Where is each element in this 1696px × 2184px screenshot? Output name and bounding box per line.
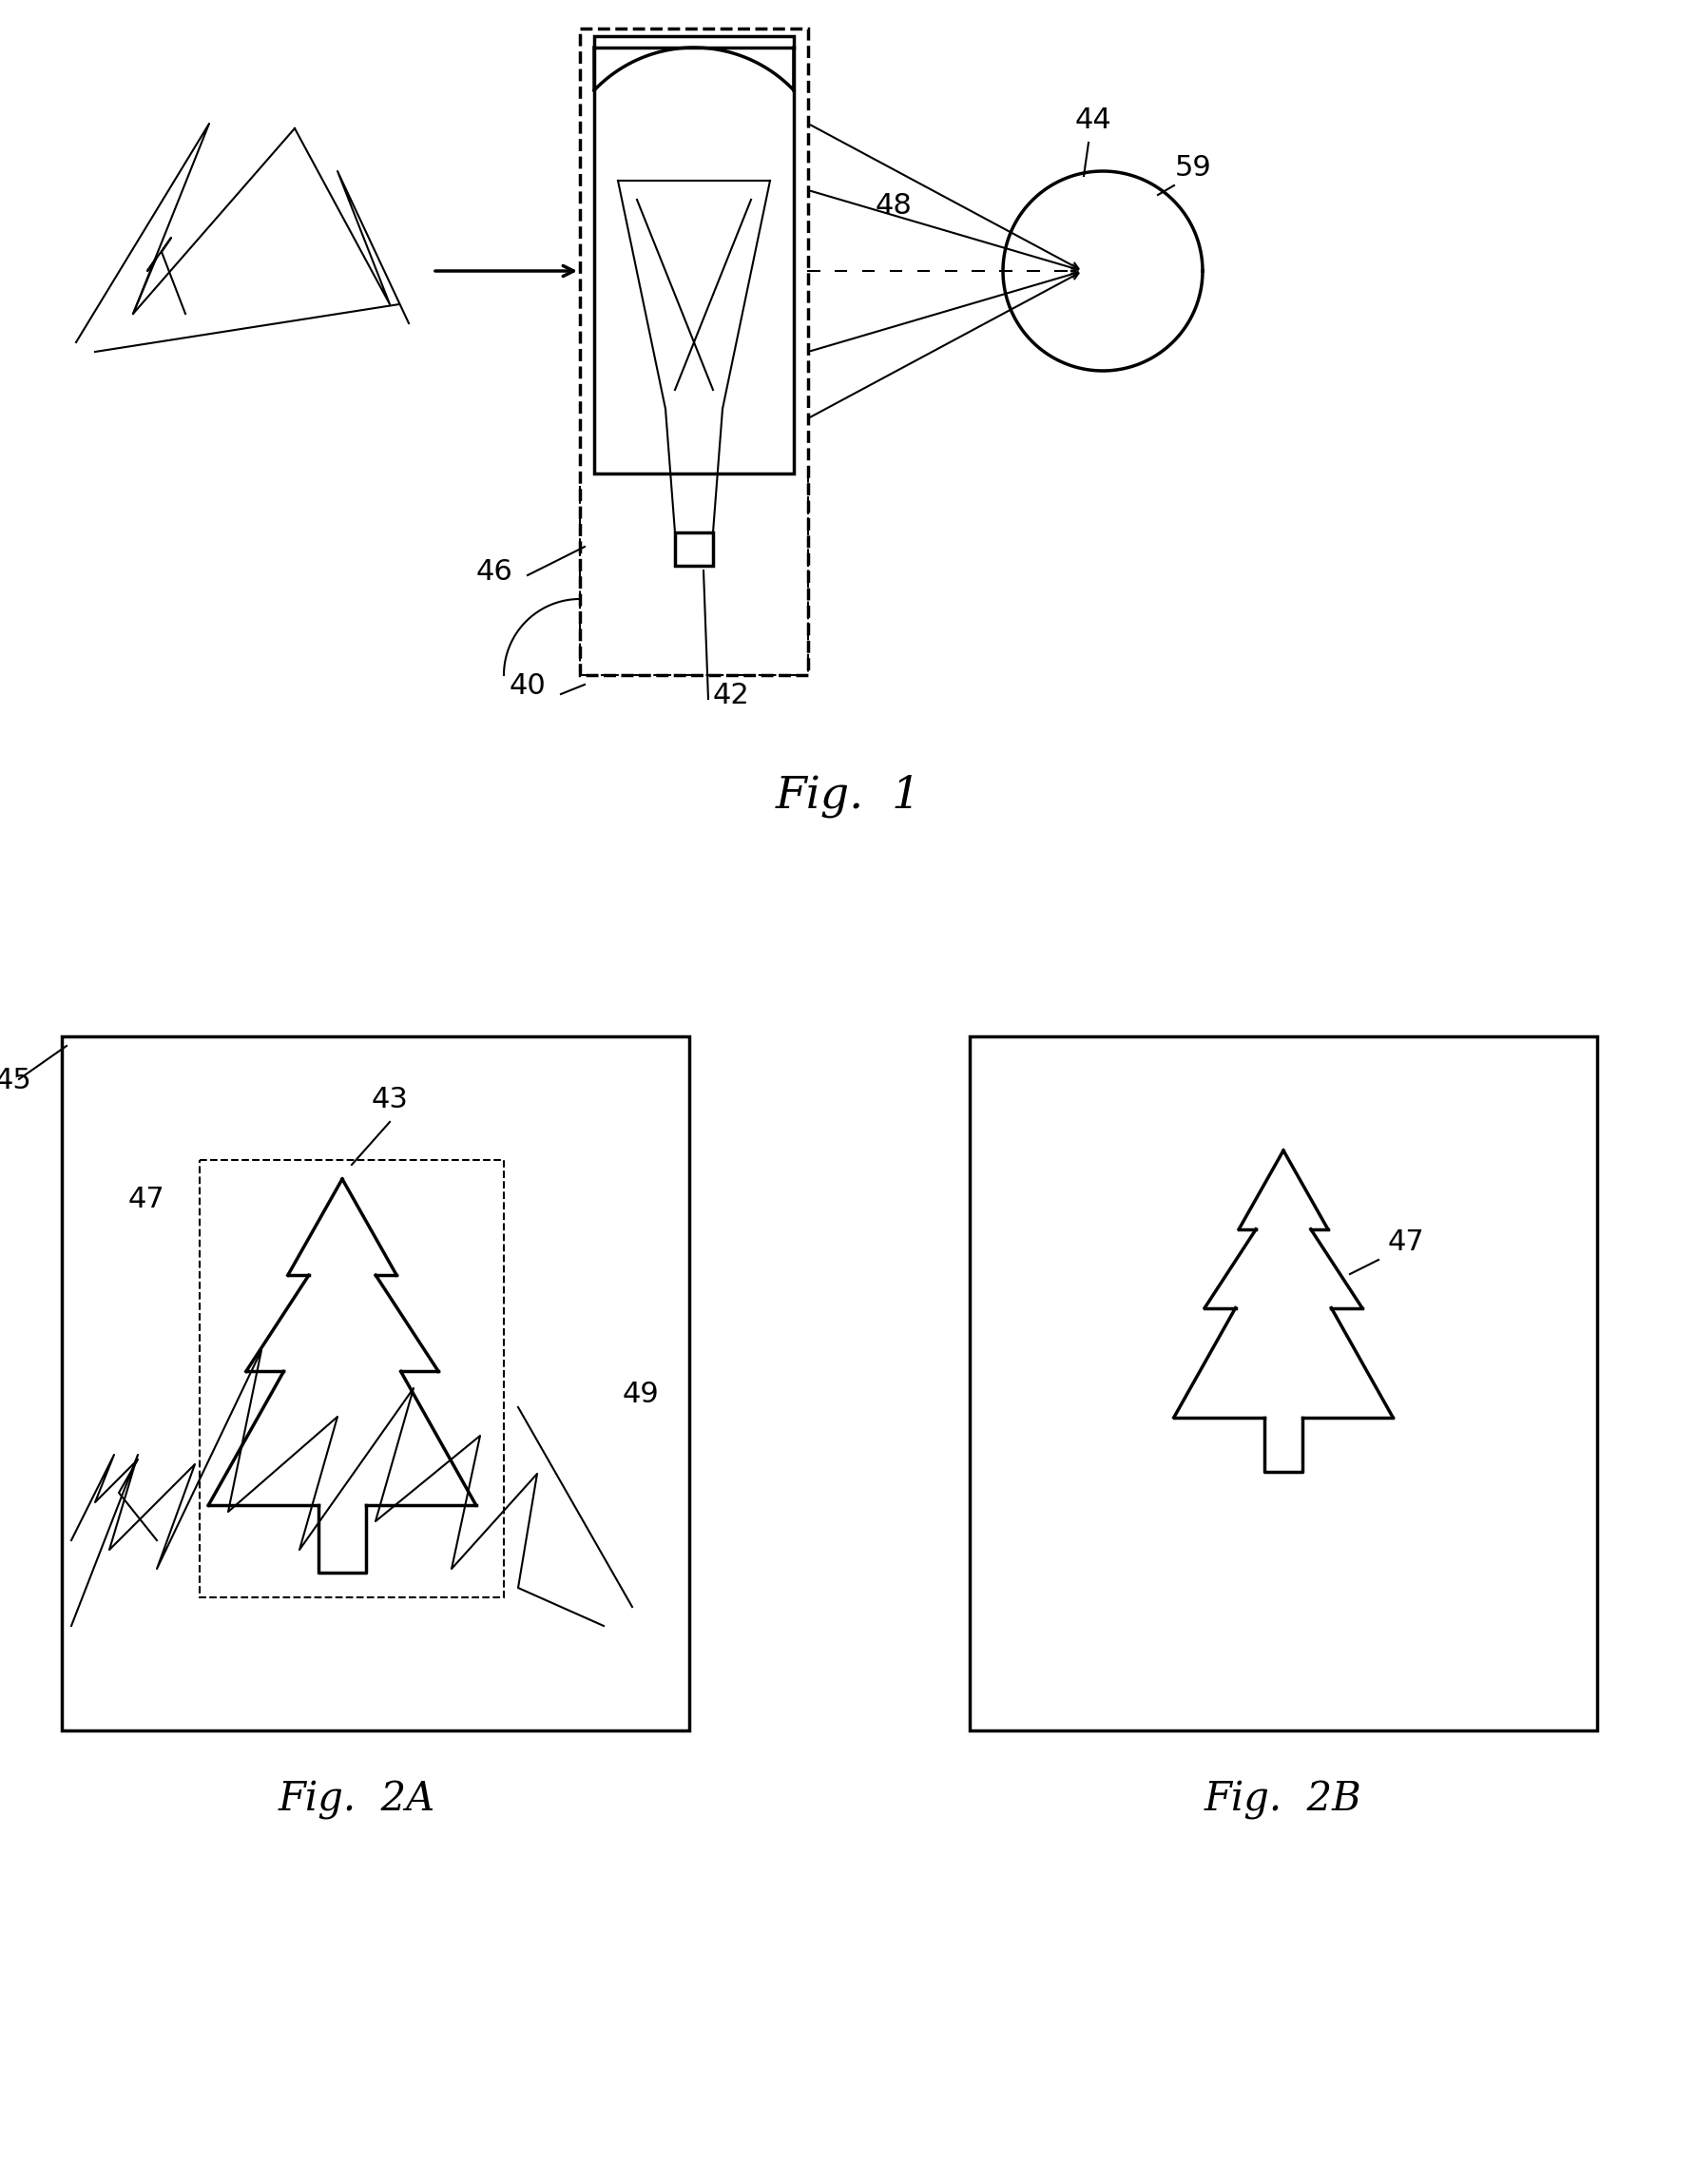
Bar bbox=[61, 1037, 689, 1730]
Bar bbox=[675, 533, 712, 566]
Text: 47: 47 bbox=[1387, 1227, 1425, 1256]
Bar bbox=[594, 37, 794, 474]
Text: Fig.  2A: Fig. 2A bbox=[278, 1780, 434, 1819]
Text: 47: 47 bbox=[129, 1186, 165, 1214]
Text: 59: 59 bbox=[1175, 155, 1211, 181]
Bar bbox=[580, 28, 807, 675]
Text: 48: 48 bbox=[875, 192, 912, 221]
Text: 49: 49 bbox=[622, 1380, 660, 1409]
Bar bbox=[200, 1160, 504, 1597]
Bar bbox=[970, 1037, 1598, 1730]
Text: 40: 40 bbox=[509, 673, 546, 699]
Text: 42: 42 bbox=[712, 681, 750, 710]
Text: Fig.  1: Fig. 1 bbox=[775, 775, 921, 819]
Text: Fig.  2B: Fig. 2B bbox=[1204, 1780, 1362, 1819]
Text: 45: 45 bbox=[0, 1066, 32, 1094]
Text: 44: 44 bbox=[1075, 107, 1111, 133]
Text: 43: 43 bbox=[371, 1085, 409, 1114]
Text: 46: 46 bbox=[477, 559, 512, 585]
